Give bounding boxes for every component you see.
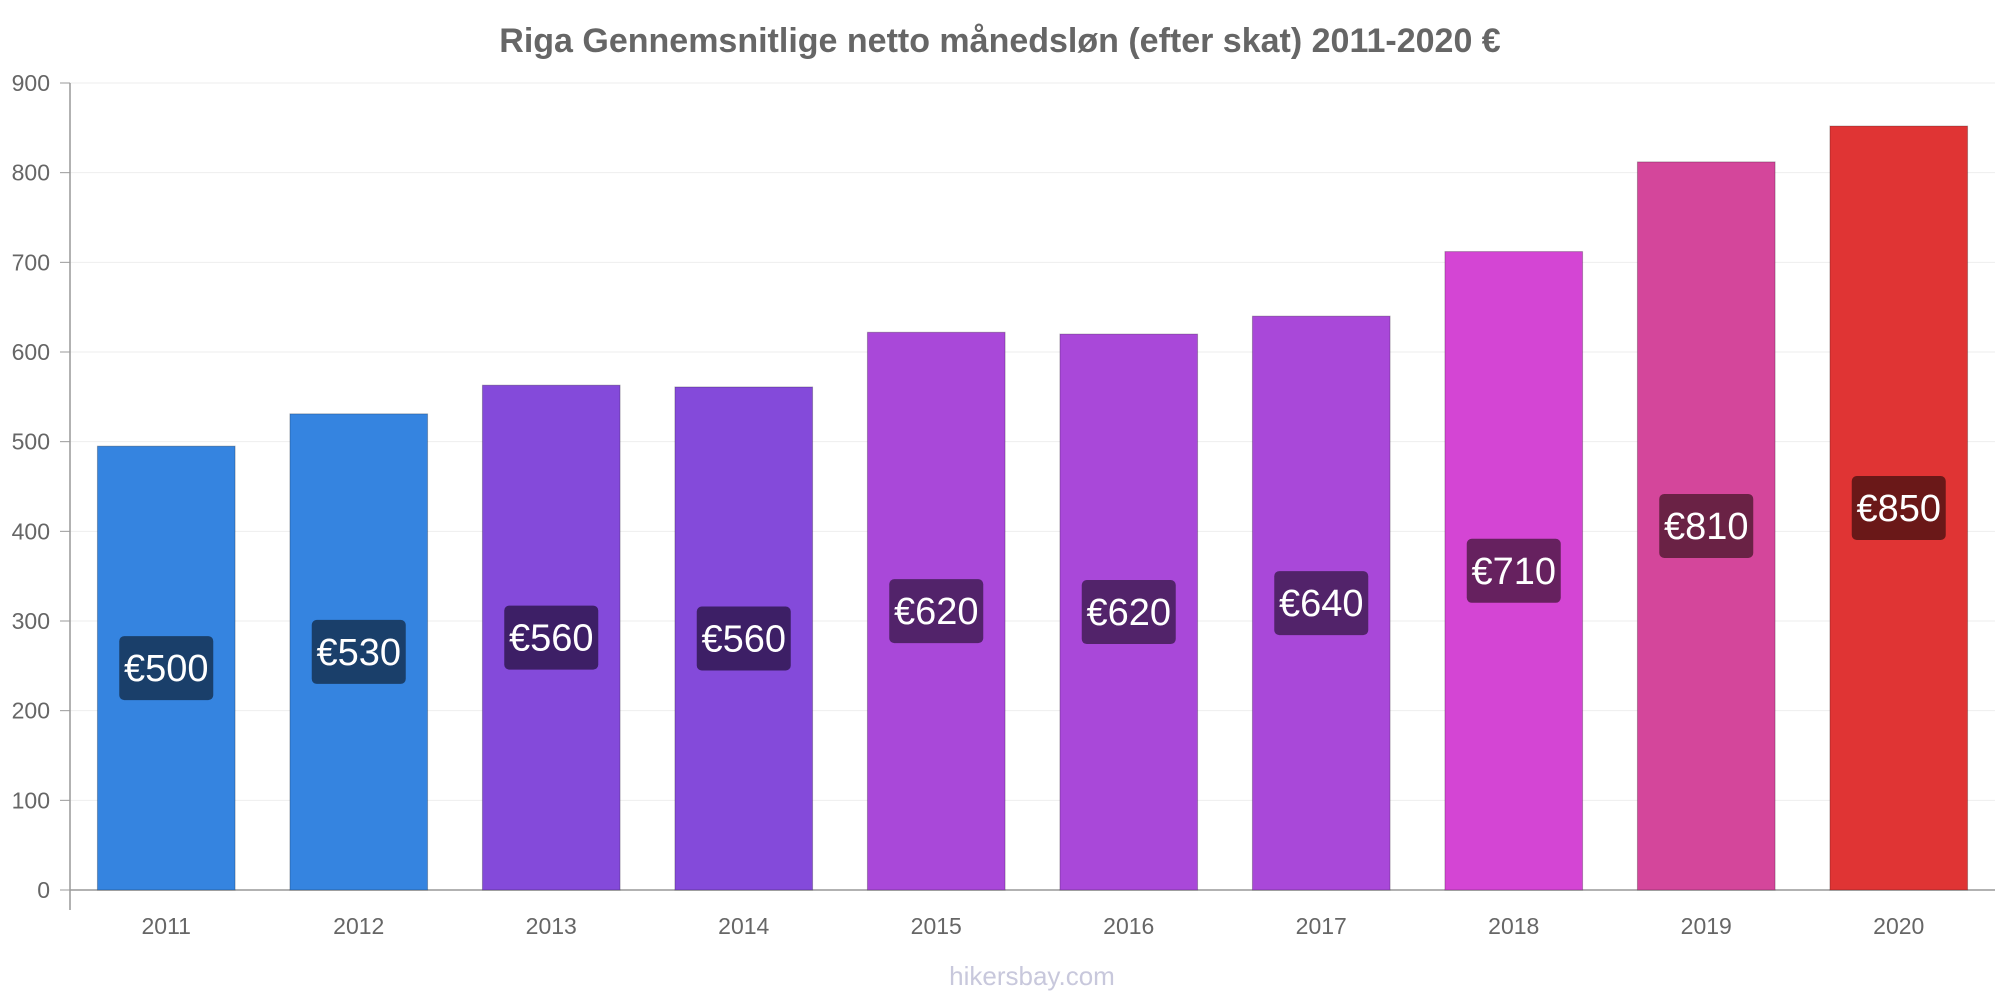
value-label-box xyxy=(696,606,791,671)
x-tick-label: 2011 xyxy=(142,913,191,939)
x-tick-label: 2020 xyxy=(1873,913,1924,939)
y-tick-label: 100 xyxy=(12,787,50,813)
watermark: hikersbay.com xyxy=(949,961,1115,991)
y-tick-label: 300 xyxy=(12,608,50,634)
value-label-box xyxy=(1081,580,1176,645)
value-label: €620 xyxy=(1086,592,1171,634)
y-tick-label: 800 xyxy=(12,160,50,186)
x-tick-label: 2015 xyxy=(911,913,962,939)
y-tick-label: 400 xyxy=(12,518,50,544)
x-tick-label: 2018 xyxy=(1488,913,1539,939)
value-label: €530 xyxy=(316,632,401,674)
value-label-box xyxy=(1274,571,1369,636)
chart-title: Riga Gennemsnitlige netto månedsløn (eft… xyxy=(499,22,1501,60)
x-tick-label: 2019 xyxy=(1681,913,1732,939)
value-label: €560 xyxy=(509,618,594,660)
value-label: €710 xyxy=(1471,551,1556,593)
y-tick-label: 700 xyxy=(12,249,50,275)
value-label: €620 xyxy=(894,591,979,633)
value-labels: €500 €530 €560 €560 €620 €620 €640 €710 €810 €850 xyxy=(119,476,1946,701)
y-tick-label: 500 xyxy=(12,429,50,455)
y-tick-label: 0 xyxy=(37,877,50,903)
value-label-box xyxy=(889,579,984,644)
y-tick-label: 200 xyxy=(12,698,50,724)
value-label-box xyxy=(1659,493,1754,558)
value-label-box xyxy=(1851,476,1946,541)
value-label: €640 xyxy=(1279,583,1364,625)
y-tick-label: 600 xyxy=(12,339,50,365)
value-label: €850 xyxy=(1856,488,1941,530)
value-label-box xyxy=(504,605,599,670)
value-label: €560 xyxy=(701,618,786,660)
value-label: €500 xyxy=(124,648,209,690)
x-tick-label: 2013 xyxy=(526,913,577,939)
x-tick-label: 2016 xyxy=(1103,913,1154,939)
value-label: €810 xyxy=(1664,506,1749,548)
value-label-box xyxy=(1466,538,1561,603)
x-tick-labels: 2011 2012 2013 2014 2015 2016 2017 2018 2019 2020 xyxy=(142,913,1925,939)
x-tick-label: 2012 xyxy=(333,913,384,939)
value-label-box xyxy=(311,619,406,684)
y-tick-label: 900 xyxy=(12,70,50,96)
x-tick-label: 2014 xyxy=(718,913,769,939)
x-tick-label: 2017 xyxy=(1296,913,1347,939)
y-tick-labels: 0 100 200 300 400 500 600 700 800 900 xyxy=(12,70,50,903)
value-label-box xyxy=(119,636,214,701)
